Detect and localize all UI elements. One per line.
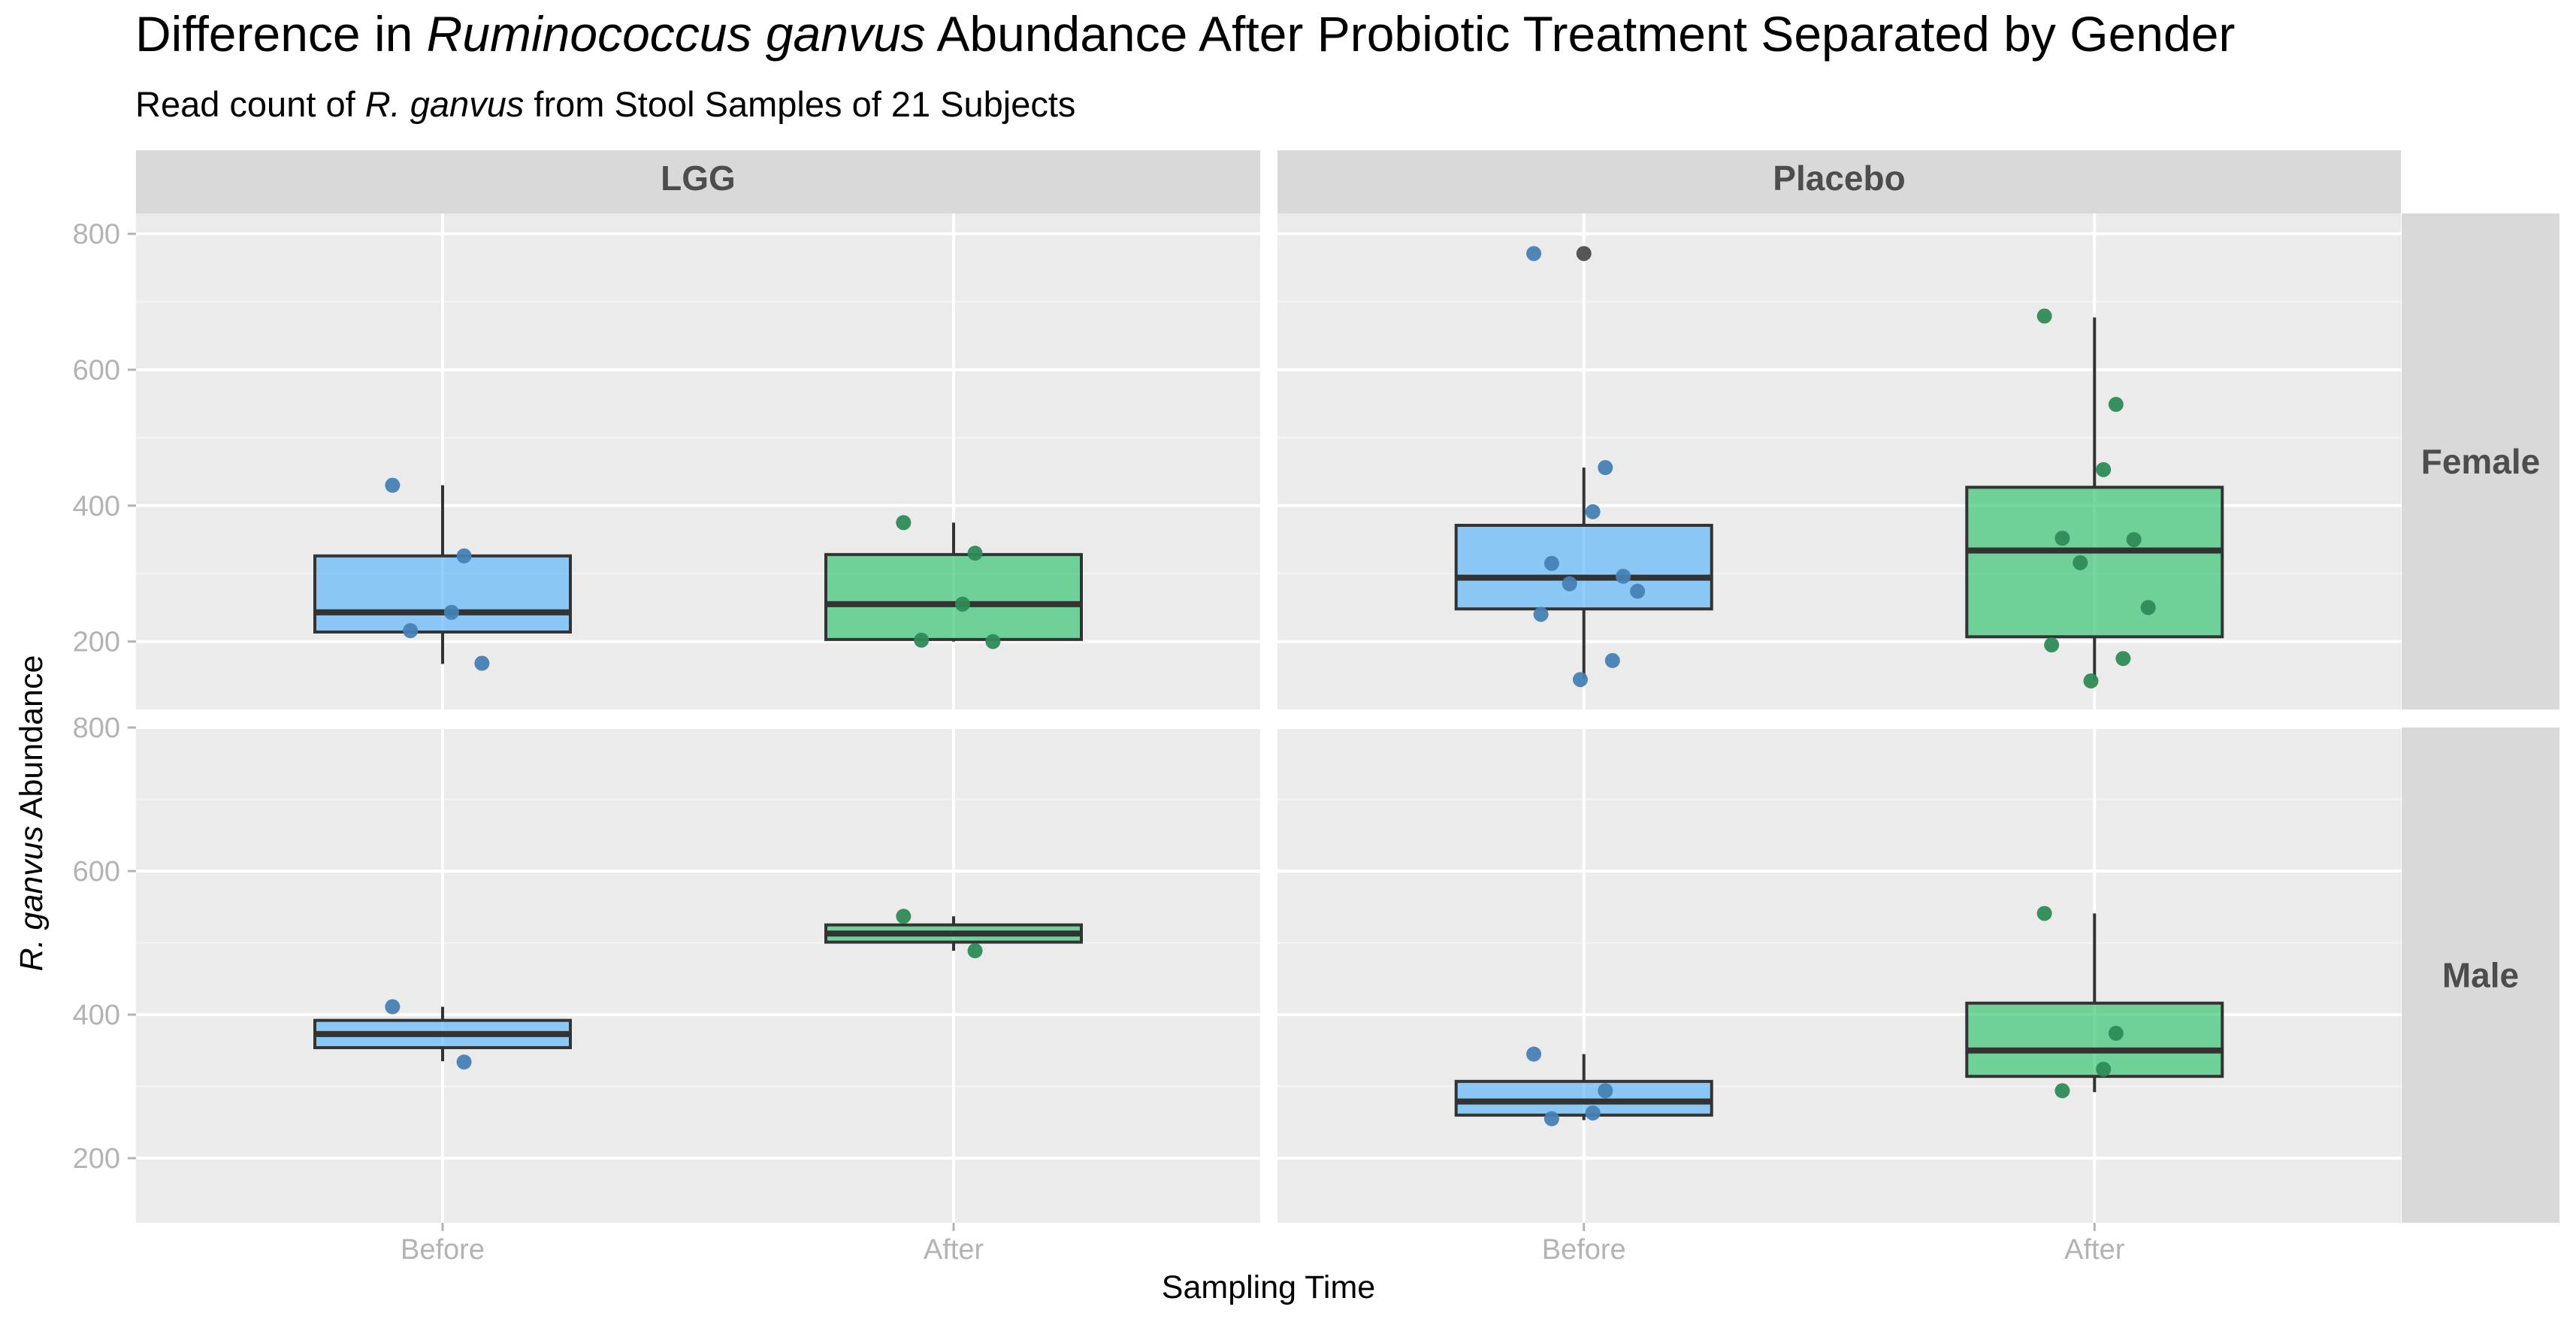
- data-point: [456, 548, 472, 564]
- data-point: [1526, 1046, 1542, 1062]
- data-point: [1616, 568, 1631, 584]
- data-point: [385, 999, 401, 1015]
- chart-title-italic: Ruminococcus ganvus: [427, 6, 926, 62]
- facet-strip-label: Male: [2442, 956, 2519, 995]
- data-point: [403, 623, 419, 639]
- data-point: [1598, 460, 1613, 476]
- data-point: [1630, 583, 1646, 599]
- data-point: [2054, 531, 2070, 546]
- y-tick-label: 200: [73, 1143, 120, 1175]
- facet-strip-label: LGG: [661, 159, 736, 198]
- box-body: [1965, 1001, 2224, 1078]
- y-axis-title: R. ganvus Abundance: [14, 655, 50, 972]
- box-body: [824, 552, 1083, 641]
- data-point: [2054, 1083, 2070, 1099]
- x-tick-label: Before: [401, 1234, 485, 1266]
- data-point: [914, 632, 930, 648]
- data-point: [2036, 308, 2052, 324]
- facet-strip-placebo: [1277, 150, 2401, 213]
- data-point: [1585, 1105, 1601, 1121]
- facet-strip-label: Female: [2421, 442, 2541, 481]
- y-tick-label: 800: [73, 712, 120, 744]
- data-point: [1598, 1083, 1613, 1099]
- chart-subtitle: Read count of R. ganvus from Stool Sampl…: [135, 84, 1075, 124]
- x-tick-label: Before: [1542, 1234, 1626, 1266]
- y-axis-title-post: Abundance: [14, 655, 50, 826]
- data-point: [1543, 555, 1559, 571]
- data-point: [1585, 504, 1601, 519]
- y-tick-label: 400: [73, 1000, 120, 1031]
- data-point: [2044, 637, 2060, 653]
- x-tick-label: After: [2064, 1234, 2125, 1266]
- chart-subtitle-post: from Stool Samples of 21 Subjects: [524, 84, 1075, 124]
- facet-strip-female: [2402, 213, 2559, 709]
- panel-background: [136, 728, 1260, 1223]
- chart-title: Difference in Ruminococcus ganvus Abunda…: [135, 6, 2235, 62]
- x-axis-title: Sampling Time: [1162, 1269, 1375, 1305]
- data-point: [1526, 246, 1542, 262]
- data-point: [443, 604, 459, 620]
- y-tick-label: 800: [73, 219, 120, 250]
- x-tick-label: After: [924, 1234, 984, 1266]
- data-point: [474, 655, 490, 671]
- y-axis-title-italic: R. ganvus: [14, 826, 50, 972]
- chart-title-post: Abundance After Probiotic Treatment Sepa…: [926, 6, 2236, 62]
- y-tick-label: 600: [73, 856, 120, 888]
- box-body: [1454, 523, 1713, 611]
- data-point: [2083, 673, 2099, 689]
- facet-strip-male: [2402, 728, 2559, 1223]
- data-point: [2126, 531, 2142, 547]
- y-tick-label: 600: [73, 355, 120, 386]
- panel-background: [1277, 728, 2401, 1223]
- plot-area: LGG Placebo Female Male 200 400 600 800 200 400 60…: [73, 150, 2559, 1266]
- data-point: [1562, 576, 1577, 591]
- data-point: [2036, 906, 2052, 921]
- box-body: [313, 554, 572, 634]
- data-point: [2073, 555, 2088, 570]
- box-body: [1454, 1079, 1713, 1117]
- data-point: [1543, 1111, 1559, 1127]
- data-point: [2115, 651, 2131, 667]
- data-point: [385, 477, 401, 493]
- data-point: [967, 943, 983, 959]
- data-point: [2096, 1061, 2112, 1077]
- box-body: [1965, 486, 2224, 639]
- data-point: [456, 1054, 472, 1070]
- y-tick-label: 200: [73, 627, 120, 658]
- facet-strip-lgg: [136, 150, 1260, 213]
- panel-background: [136, 213, 1260, 709]
- data-point: [985, 634, 1001, 649]
- chart-subtitle-italic: R. ganvus: [365, 84, 525, 124]
- chart-subtitle-pre: Read count of: [135, 84, 365, 124]
- data-point: [1572, 672, 1588, 688]
- y-tick-label: 400: [73, 491, 120, 522]
- chart-title-pre: Difference in: [135, 6, 427, 62]
- box-outlier-point: [1576, 246, 1592, 262]
- data-point: [2108, 397, 2124, 413]
- data-point: [1533, 607, 1549, 622]
- data-point: [896, 909, 912, 924]
- facet-strip-label: Placebo: [1773, 159, 1905, 198]
- data-point: [896, 515, 912, 531]
- panel-background: [1277, 213, 2401, 709]
- data-point: [954, 596, 970, 612]
- data-point: [967, 546, 983, 561]
- data-point: [2108, 1025, 2124, 1041]
- data-point: [1604, 652, 1620, 668]
- data-point: [2096, 461, 2112, 477]
- data-point: [2140, 600, 2156, 616]
